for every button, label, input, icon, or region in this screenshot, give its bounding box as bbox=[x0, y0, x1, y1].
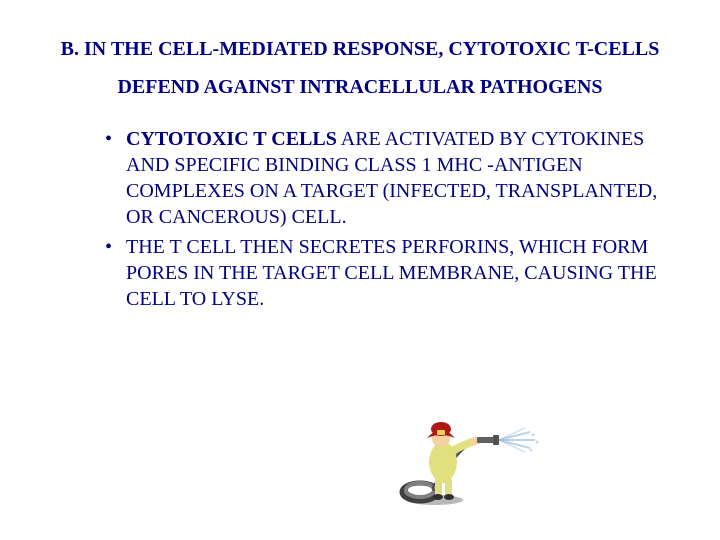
bullet-list: • CYTOTOXIC T CELLS ARE ACTIVATED BY CYT… bbox=[30, 126, 690, 312]
list-item: • THE T CELL THEN SECRETES PERFORINS, WH… bbox=[105, 234, 660, 312]
bullet-marker: • bbox=[105, 234, 112, 312]
bullet-text: CYTOTOXIC T CELLS ARE ACTIVATED BY CYTOK… bbox=[126, 126, 660, 230]
list-item: • CYTOTOXIC T CELLS ARE ACTIVATED BY CYT… bbox=[105, 126, 660, 230]
firefighter-illustration bbox=[385, 400, 545, 510]
bullet-marker: • bbox=[105, 126, 112, 230]
slide-title: B. IN THE CELL-MEDIATED RESPONSE, CYTOTO… bbox=[30, 30, 690, 106]
bullet-text: THE T CELL THEN SECRETES PERFORINS, WHIC… bbox=[126, 234, 660, 312]
